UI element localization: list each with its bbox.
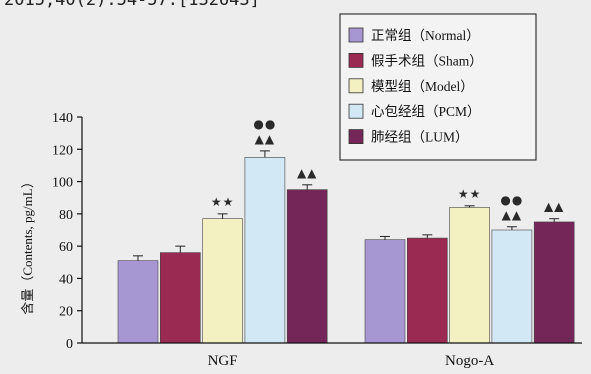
y-tick-label: 0 [66,337,73,352]
legend-item: 假手术组（Sham） [348,53,483,68]
bar [364,239,406,344]
legend-swatch [348,103,364,119]
bars: ★★●●▲▲▲▲★★ ●●▲▲▲▲ [117,117,575,344]
y-tick-label: 100 [52,176,73,191]
legend-label: 正常组（Normal） [371,28,480,43]
bar-group: ★★●●▲▲▲▲ [364,187,575,344]
legend-swatch [348,129,364,145]
x-tick-label: NGF [208,353,238,369]
legend-label: 假手术组（Sham） [371,53,483,68]
y-ticks: 0 20 40 60 80 100 120 140 [52,111,82,352]
legend-swatch [348,53,364,68]
bar [244,157,286,344]
legend-item: 肺经组（LUM） [348,129,469,145]
y-tick-label: 80 [59,208,73,223]
y-tick-label: 40 [59,272,73,287]
bar-group: ★★●●▲▲▲▲ [117,117,328,344]
y-tick-label: 140 [52,111,73,126]
significance-marker: ▲▲ [255,132,275,146]
legend-label: 肺经组（LUM） [371,130,469,145]
bar [117,260,159,344]
significance-marker: ▲▲ [544,200,564,214]
significance-marker: ★★ [458,187,482,201]
legend-box [339,13,537,161]
y-tick-label: 20 [59,305,73,320]
bar [286,189,328,344]
legend-swatch [348,78,364,94]
legend-label: 模型组（Model） [371,79,474,94]
legend-item: 心包经组（PCM） [348,103,481,119]
bar [533,221,575,344]
bar [160,252,201,344]
significance-marker: ●● [253,117,276,131]
y-axis-label: 含量（Contents, pg/mL） [20,175,35,314]
significance-marker: ●● [500,193,523,207]
bar [449,207,490,344]
legend-item: 模型组（Model） [348,78,474,94]
legend: 正常组（Normal） 假手术组（Sham） 模型组（Model） 心包经组（PCM）… [339,13,537,161]
bar [491,229,533,344]
legend-item: 正常组（Normal） [348,27,480,43]
y-tick-label: 120 [52,143,73,158]
legend-items: 正常组（Normal） 假手术组（Sham） 模型组（Model） 心包经组（PCM）… [348,27,483,145]
bar [202,218,243,344]
legend-swatch [348,27,364,43]
x-tick-labels: NGF Nogo-A [208,353,495,369]
x-tick-label: Nogo-A [445,353,494,369]
y-tick-label: 60 [59,240,73,255]
bar [406,237,448,344]
legend-label: 心包经组（PCM） [371,104,481,119]
significance-marker: ★★ [211,195,235,209]
significance-marker: ▲▲ [502,208,522,222]
citation-fragment: 2015,40(2):54-57.[132643] [4,0,260,10]
significance-marker: ▲▲ [297,166,317,180]
